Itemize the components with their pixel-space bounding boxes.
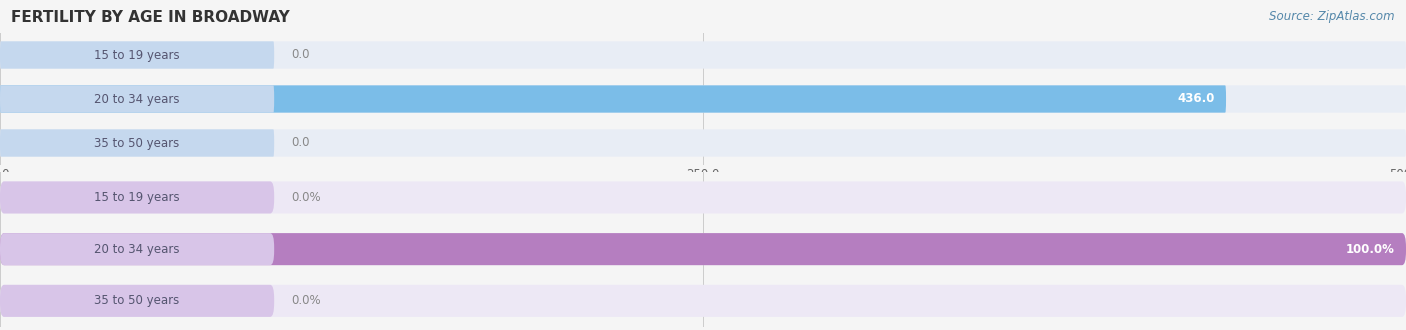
Text: 15 to 19 years: 15 to 19 years xyxy=(94,191,180,204)
FancyBboxPatch shape xyxy=(0,85,1406,113)
Text: 35 to 50 years: 35 to 50 years xyxy=(94,294,180,307)
Text: 20 to 34 years: 20 to 34 years xyxy=(94,92,180,106)
FancyBboxPatch shape xyxy=(0,182,1406,214)
Text: FERTILITY BY AGE IN BROADWAY: FERTILITY BY AGE IN BROADWAY xyxy=(11,10,290,25)
Text: Source: ZipAtlas.com: Source: ZipAtlas.com xyxy=(1270,10,1395,23)
FancyBboxPatch shape xyxy=(0,182,274,214)
Text: 0.0: 0.0 xyxy=(291,137,309,149)
Text: 100.0%: 100.0% xyxy=(1346,243,1395,256)
FancyBboxPatch shape xyxy=(0,129,1406,157)
FancyBboxPatch shape xyxy=(0,41,1406,69)
Text: 20 to 34 years: 20 to 34 years xyxy=(94,243,180,256)
FancyBboxPatch shape xyxy=(0,233,274,265)
FancyBboxPatch shape xyxy=(0,85,274,113)
Text: 436.0: 436.0 xyxy=(1177,92,1215,106)
FancyBboxPatch shape xyxy=(0,233,1406,265)
FancyBboxPatch shape xyxy=(0,41,274,69)
FancyBboxPatch shape xyxy=(0,129,274,157)
Text: 0.0%: 0.0% xyxy=(291,191,321,204)
FancyBboxPatch shape xyxy=(0,285,1406,317)
Text: 0.0: 0.0 xyxy=(291,49,309,61)
Text: 35 to 50 years: 35 to 50 years xyxy=(94,137,180,149)
Text: 0.0%: 0.0% xyxy=(291,294,321,307)
Text: 15 to 19 years: 15 to 19 years xyxy=(94,49,180,61)
FancyBboxPatch shape xyxy=(0,233,1406,265)
FancyBboxPatch shape xyxy=(0,285,274,317)
FancyBboxPatch shape xyxy=(0,85,1226,113)
